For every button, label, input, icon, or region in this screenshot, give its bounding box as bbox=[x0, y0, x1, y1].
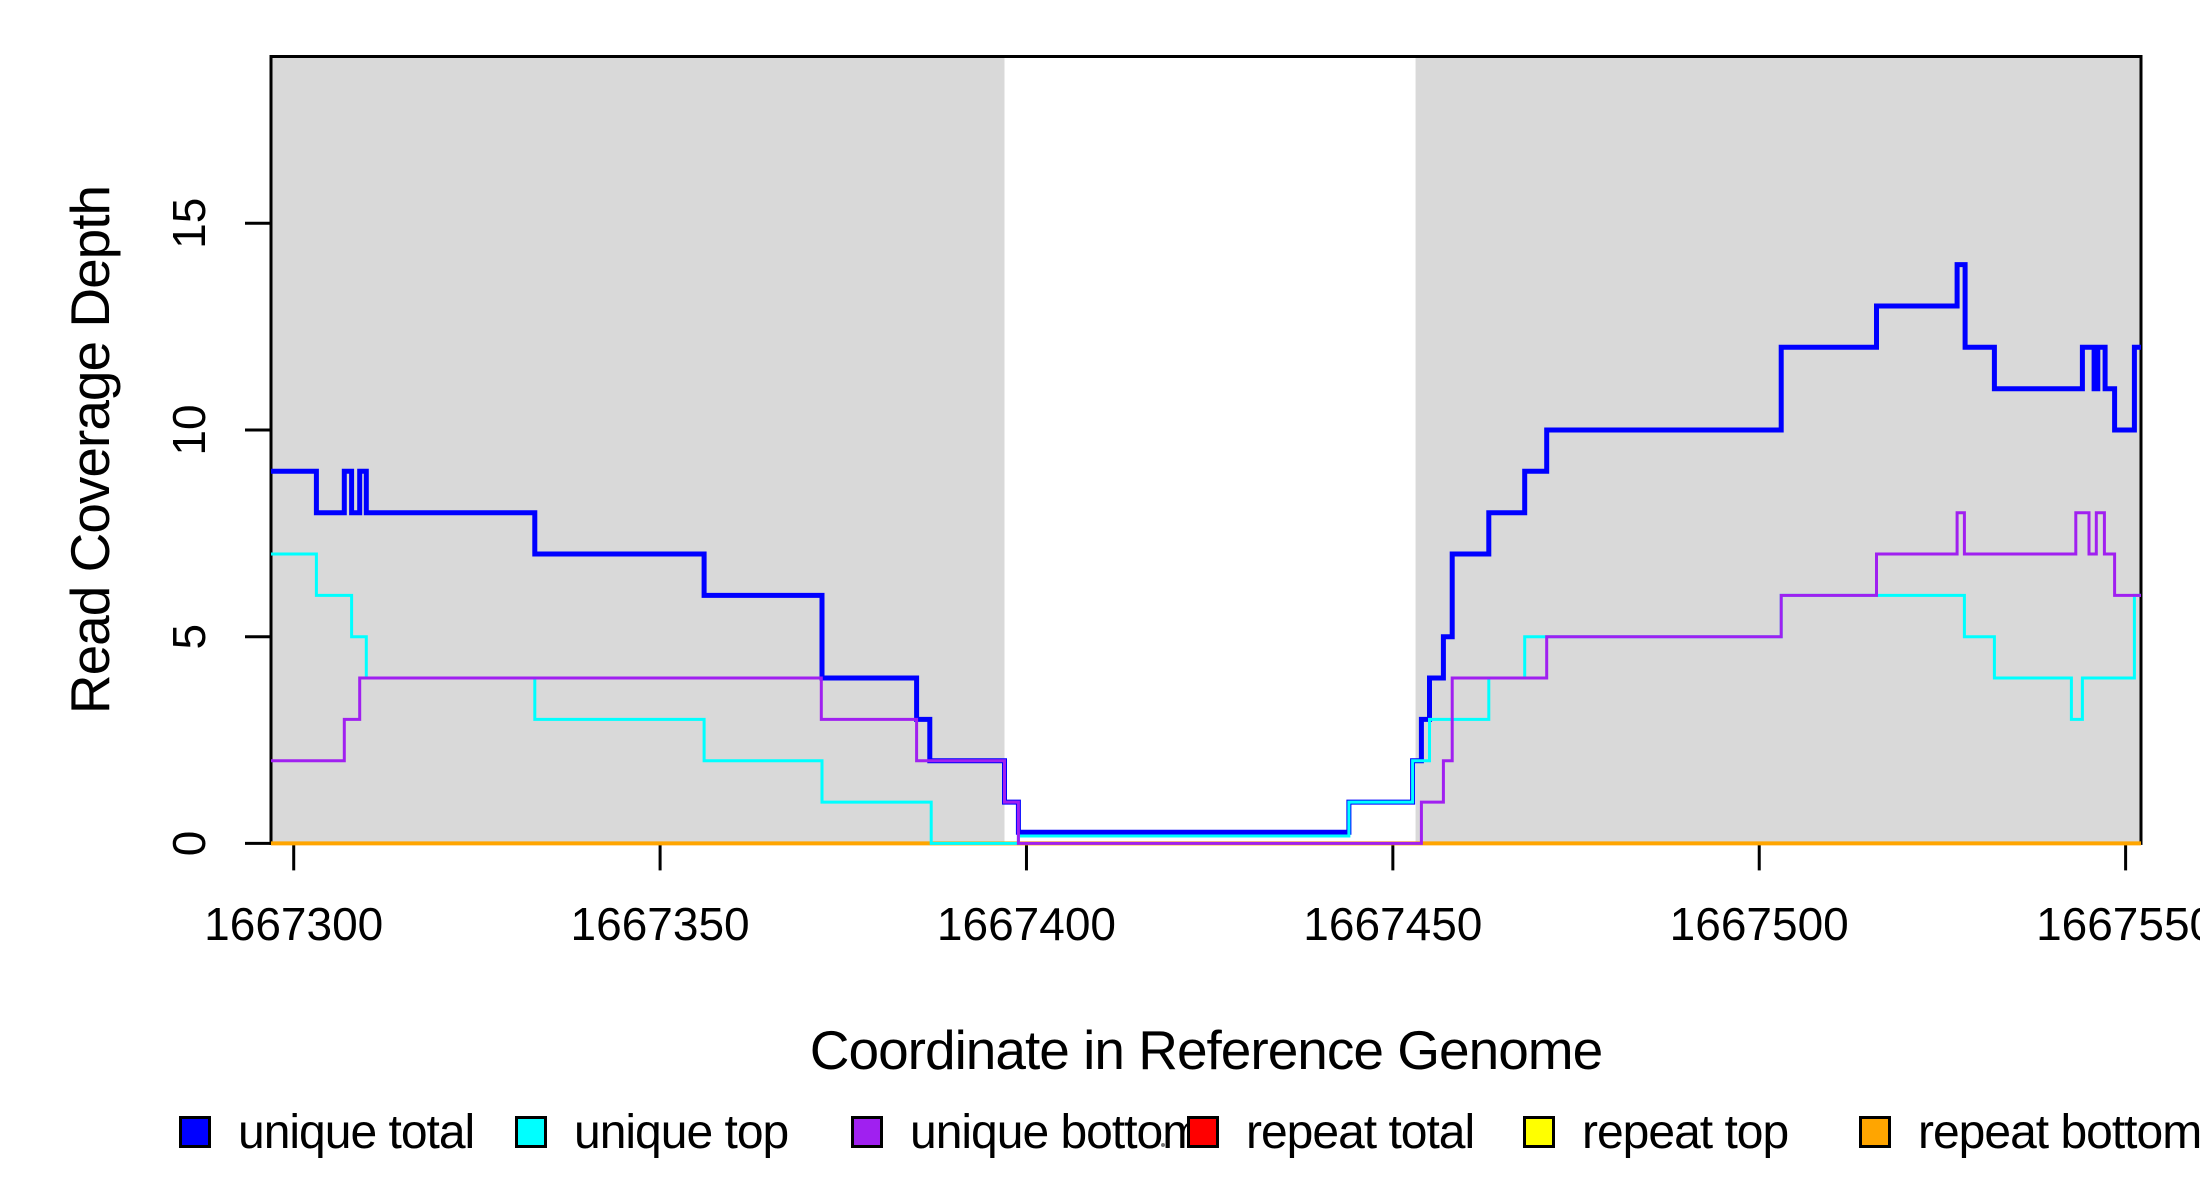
legend-swatch-repeat-total bbox=[1187, 1116, 1219, 1148]
stray-dot bbox=[1161, 1143, 1165, 1147]
legend-item-unique-bottom: unique bottom bbox=[851, 1104, 1202, 1160]
legend-label: repeat total bbox=[1246, 1105, 1475, 1159]
y-tick-label: 10 bbox=[163, 404, 215, 455]
x-tick-label: 1667300 bbox=[204, 898, 383, 950]
shaded-region-1 bbox=[271, 56, 1005, 844]
y-tick-label: 0 bbox=[163, 831, 215, 857]
legend-label: repeat bottom bbox=[1918, 1105, 2200, 1159]
y-tick-label: 5 bbox=[163, 624, 215, 650]
x-axis-title: Coordinate in Reference Genome bbox=[809, 1019, 1603, 1081]
legend-swatch-unique-top bbox=[515, 1116, 547, 1148]
legend-label: repeat top bbox=[1582, 1105, 1789, 1159]
x-tick-label: 1667500 bbox=[1670, 898, 1849, 950]
legend-swatch-repeat-bottom bbox=[1859, 1116, 1891, 1148]
legend-swatch-unique-total bbox=[179, 1116, 211, 1148]
legend-swatch-repeat-top bbox=[1523, 1116, 1555, 1148]
legend-label: unique bottom bbox=[910, 1105, 1202, 1159]
legend-label: unique top bbox=[574, 1105, 789, 1159]
series-line-unique-bottom bbox=[271, 511, 2141, 845]
legend-item-unique-total: unique total bbox=[179, 1104, 475, 1160]
x-tick-label: 1667450 bbox=[1303, 898, 1482, 950]
x-tick-label: 1667550 bbox=[2036, 898, 2200, 950]
y-tick-label: 15 bbox=[163, 198, 215, 249]
legend-item-repeat-bottom: repeat bottom bbox=[1859, 1104, 2200, 1160]
legend-swatch-unique-bottom bbox=[851, 1116, 883, 1148]
y-axis-title: Read Coverage Depth bbox=[59, 185, 121, 715]
legend-item-repeat-top: repeat top bbox=[1523, 1104, 1789, 1160]
legend-item-repeat-total: repeat total bbox=[1187, 1104, 1475, 1160]
x-tick-label: 1667350 bbox=[571, 898, 750, 950]
series-line-unique-total bbox=[271, 262, 2141, 835]
x-tick-label: 1667400 bbox=[937, 898, 1116, 950]
legend-item-unique-top: unique top bbox=[515, 1104, 789, 1160]
shaded-region-2 bbox=[1415, 56, 2141, 844]
legend-label: unique total bbox=[238, 1105, 475, 1159]
